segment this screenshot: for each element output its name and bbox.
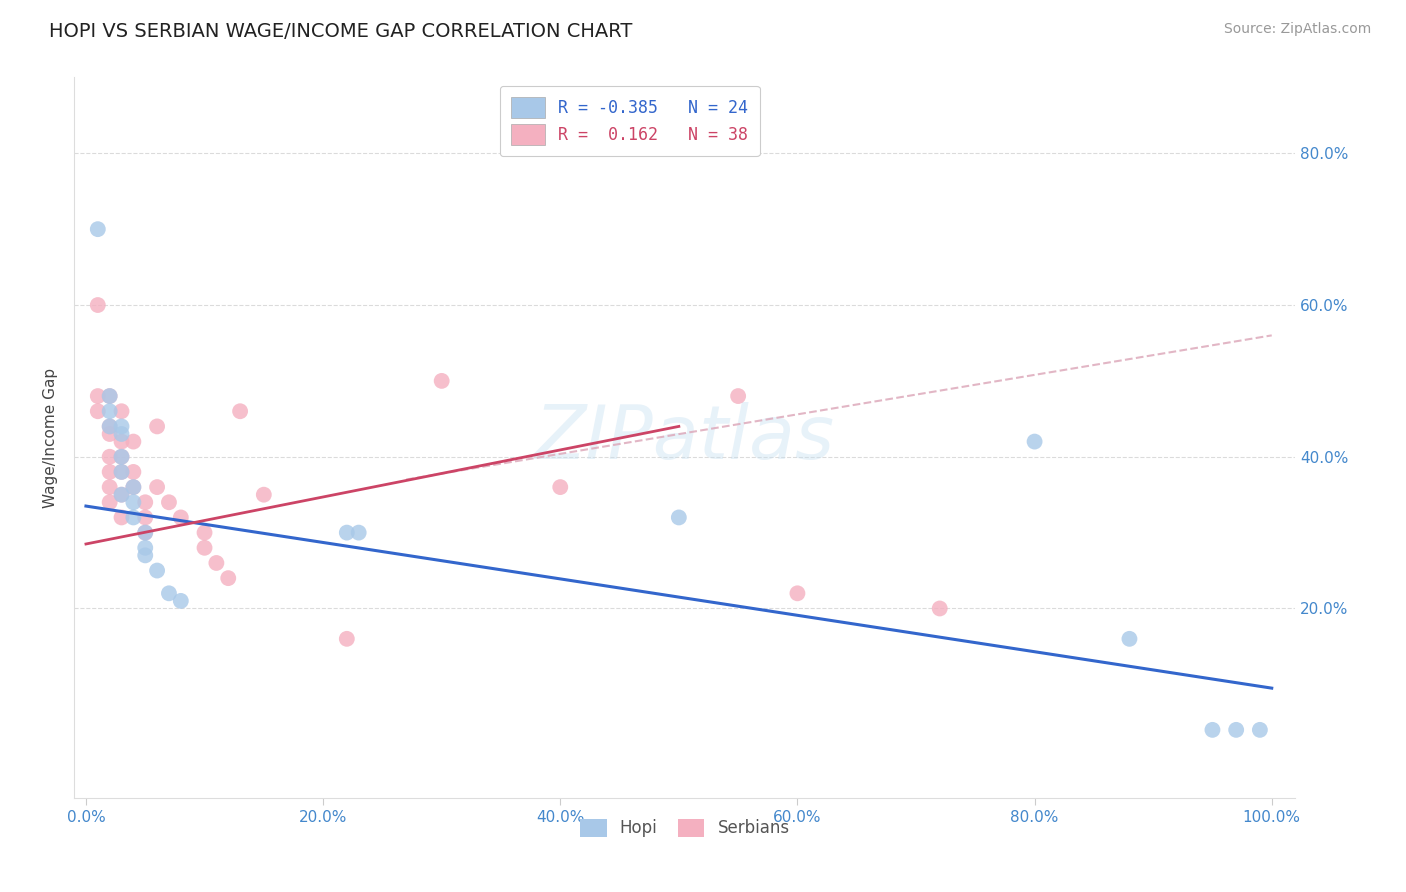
Point <box>928 601 950 615</box>
Point <box>146 419 169 434</box>
Point <box>98 404 121 418</box>
Point <box>1201 723 1223 737</box>
Point <box>146 564 169 578</box>
Point <box>347 525 370 540</box>
Point <box>1249 723 1271 737</box>
Point <box>87 404 110 418</box>
Legend: Hopi, Serbians: Hopi, Serbians <box>574 812 796 844</box>
Point <box>98 419 121 434</box>
Point <box>134 525 156 540</box>
Point <box>110 488 132 502</box>
Point <box>110 450 132 464</box>
Point <box>170 594 193 608</box>
Point <box>98 389 121 403</box>
Point <box>110 450 132 464</box>
Point <box>110 427 132 442</box>
Point <box>87 298 110 312</box>
Point <box>134 495 156 509</box>
Point <box>217 571 239 585</box>
Y-axis label: Wage/Income Gap: Wage/Income Gap <box>44 368 58 508</box>
Text: Source: ZipAtlas.com: Source: ZipAtlas.com <box>1223 22 1371 37</box>
Point <box>110 510 132 524</box>
Point <box>134 510 156 524</box>
Point <box>98 465 121 479</box>
Point <box>134 541 156 555</box>
Point <box>98 389 121 403</box>
Point <box>157 495 180 509</box>
Point <box>668 510 690 524</box>
Point <box>110 434 132 449</box>
Point <box>786 586 808 600</box>
Point <box>193 541 215 555</box>
Point <box>253 488 276 502</box>
Point <box>1118 632 1140 646</box>
Point <box>336 525 359 540</box>
Point <box>430 374 453 388</box>
Point <box>110 465 132 479</box>
Point <box>98 495 121 509</box>
Point <box>134 525 156 540</box>
Point <box>122 434 145 449</box>
Point <box>134 549 156 563</box>
Point <box>122 480 145 494</box>
Point <box>110 488 132 502</box>
Text: HOPI VS SERBIAN WAGE/INCOME GAP CORRELATION CHART: HOPI VS SERBIAN WAGE/INCOME GAP CORRELAT… <box>49 22 633 41</box>
Point <box>98 480 121 494</box>
Point <box>110 404 132 418</box>
Point <box>1024 434 1046 449</box>
Point <box>110 465 132 479</box>
Point <box>98 427 121 442</box>
Point <box>98 450 121 464</box>
Point <box>87 389 110 403</box>
Point <box>122 465 145 479</box>
Point <box>170 510 193 524</box>
Point <box>87 222 110 236</box>
Point <box>727 389 749 403</box>
Point <box>229 404 252 418</box>
Point <box>336 632 359 646</box>
Point <box>548 480 571 494</box>
Point <box>157 586 180 600</box>
Point <box>205 556 228 570</box>
Point <box>122 495 145 509</box>
Point <box>146 480 169 494</box>
Text: ZIPatlas: ZIPatlas <box>534 401 835 474</box>
Point <box>98 419 121 434</box>
Point <box>122 510 145 524</box>
Point <box>122 480 145 494</box>
Point <box>110 419 132 434</box>
Point <box>1225 723 1247 737</box>
Point <box>193 525 215 540</box>
